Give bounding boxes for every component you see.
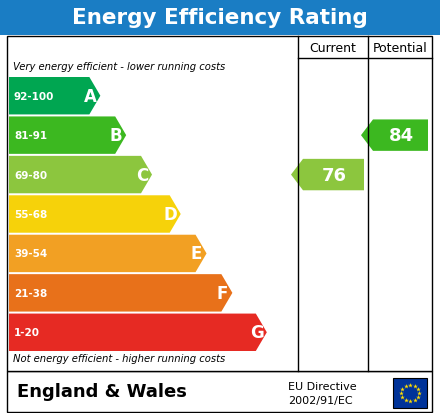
Text: 55-68: 55-68 (14, 209, 47, 219)
Polygon shape (9, 78, 100, 115)
Text: Energy Efficiency Rating: Energy Efficiency Rating (72, 8, 368, 28)
Text: E: E (191, 245, 202, 263)
Bar (7, 37, 432, 371)
Polygon shape (9, 196, 181, 233)
Text: G: G (250, 323, 264, 342)
Bar (393, 378, 427, 408)
Text: 1-20: 1-20 (14, 328, 40, 337)
Polygon shape (9, 157, 152, 194)
Text: F: F (216, 284, 228, 302)
Polygon shape (9, 314, 267, 351)
Bar (0, 0, 440, 36)
Text: A: A (84, 88, 97, 105)
Text: 69-80: 69-80 (14, 170, 47, 180)
Text: Current: Current (310, 41, 356, 55)
Text: B: B (110, 127, 122, 145)
Polygon shape (291, 159, 364, 191)
Text: 2002/91/EC: 2002/91/EC (288, 395, 352, 406)
Text: England & Wales: England & Wales (17, 382, 187, 400)
Text: Very energy efficient - lower running costs: Very energy efficient - lower running co… (13, 62, 225, 72)
Polygon shape (9, 275, 232, 312)
Bar (7, 371, 432, 412)
Text: 84: 84 (389, 127, 414, 145)
Text: 92-100: 92-100 (14, 92, 55, 102)
Polygon shape (9, 117, 126, 154)
Text: Potential: Potential (373, 41, 427, 55)
Text: Not energy efficient - higher running costs: Not energy efficient - higher running co… (13, 353, 225, 363)
Text: EU Directive: EU Directive (288, 381, 357, 391)
Polygon shape (9, 235, 206, 273)
Text: C: C (136, 166, 148, 184)
Polygon shape (361, 120, 428, 152)
Text: D: D (164, 206, 178, 223)
Text: 76: 76 (322, 166, 347, 184)
Text: 81-91: 81-91 (14, 131, 47, 141)
Text: 21-38: 21-38 (14, 288, 47, 298)
Text: 39-54: 39-54 (14, 249, 47, 259)
